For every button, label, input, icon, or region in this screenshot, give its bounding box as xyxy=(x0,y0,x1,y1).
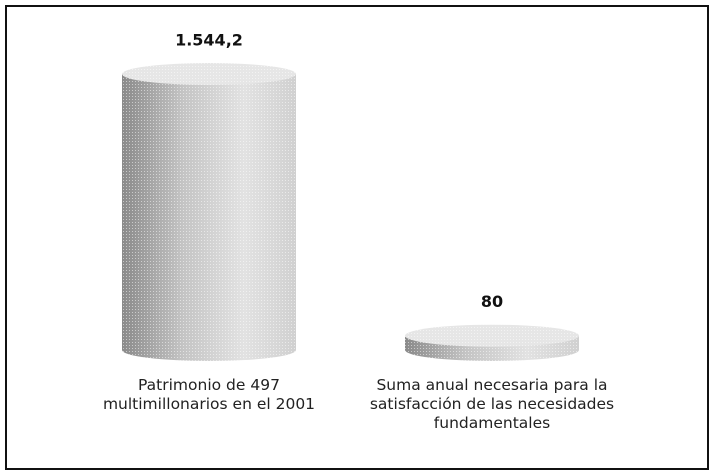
cylinder-top-texture xyxy=(405,324,579,347)
chart-frame xyxy=(5,5,709,470)
cylinder-top-texture xyxy=(122,63,296,85)
cylinder-texture xyxy=(122,74,296,361)
category-label: Patrimonio de 497 multimillonarios en el… xyxy=(102,376,316,413)
category-label: Suma anual necesaria para la satisfacció… xyxy=(369,376,615,432)
value-label: 1.544,2 xyxy=(175,31,243,50)
value-label: 80 xyxy=(481,292,503,311)
